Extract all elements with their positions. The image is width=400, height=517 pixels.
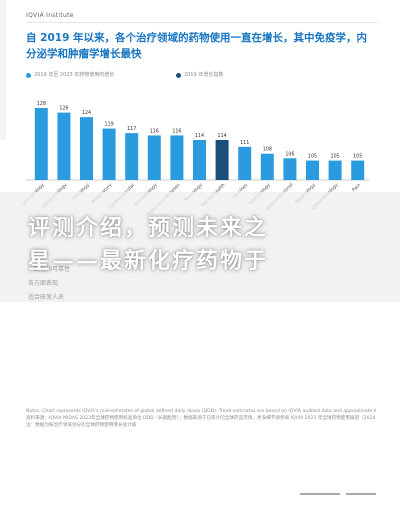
legend-swatch-index — [176, 73, 181, 78]
footnote: Notes: Chart represents IQVIA's mid-esti… — [26, 408, 376, 429]
footnote-line: 注：数据为按治疗领域划分的全球药物使用增长估计值 — [26, 423, 137, 428]
legend-label-index: 2019 年增长指数 — [184, 72, 224, 78]
bar-mental-health — [215, 140, 229, 180]
faded-note: 各方面表现 — [28, 280, 59, 287]
bar-value-label: 106 — [285, 151, 294, 157]
overlay-headline: 评测介绍，预测未来之 星——最新化疗药物于 — [28, 212, 388, 278]
bar-value-label: 111 — [240, 140, 249, 146]
faded-note: 适合研发人员 — [28, 294, 65, 301]
bar-value-label: 108 — [263, 147, 272, 153]
bar-cardiovascular — [125, 133, 139, 180]
bar-value-label: 119 — [105, 122, 114, 128]
chart-title: 自 2019 年以来，各个治疗领域的药物使用一直在增长，其中免疫学，内分泌学和肿… — [26, 32, 368, 60]
overlay-line-1: 评测介绍，预测未来之 — [28, 216, 269, 241]
bar-value-label: 116 — [150, 128, 159, 134]
bar-value-label: 114 — [218, 133, 227, 139]
bar-value-label: 117 — [127, 126, 136, 132]
bar-vaccines — [238, 146, 252, 180]
chart-legend: 2019 年至 2023 年药物使用的增长 2019 年增长指数 — [26, 71, 376, 81]
footer-mark — [300, 490, 376, 498]
bar-hematology — [260, 153, 274, 180]
category-tick-label: Pain — [351, 182, 362, 193]
bar-immunology — [34, 108, 48, 180]
bar-value-label: 114 — [195, 133, 204, 139]
bar-value-label: 124 — [82, 110, 91, 116]
bar-ophthalmology — [328, 160, 342, 180]
bar-value-label: 105 — [308, 154, 317, 160]
overlay-band: 一致性和可靠性 各方面表现 适合研发人员 — [0, 192, 400, 302]
legend-label-growth: 2019 年至 2023 年药物使用的增长 — [34, 72, 115, 78]
bar-endocrinology — [57, 112, 71, 180]
bar-value-label: 128 — [37, 101, 46, 107]
bar-respiratory — [102, 128, 116, 180]
page-edge-shade — [0, 0, 6, 140]
overlay-line-2: 星——最新化疗药物于 — [28, 249, 269, 274]
bar-oncology — [80, 117, 93, 180]
footnote-line: Notes: Chart represents IQVIA's mid-esti… — [26, 409, 376, 414]
bar-neurology — [193, 140, 206, 180]
legend-swatch-growth — [26, 73, 31, 78]
bar-pain — [351, 160, 365, 180]
bar-dermatology — [147, 135, 161, 180]
header-label: IQVIA Institute — [26, 12, 74, 19]
bar-value-label: 105 — [331, 154, 340, 160]
header-divider — [26, 22, 378, 23]
bar-value-label: 105 — [353, 154, 362, 160]
bar-infectious-diseases — [170, 135, 184, 180]
bar-value-label: 126 — [59, 106, 68, 112]
footnote-line: 资料来源：IQVIA MIDAS 2023年全球药物使用标准单位 DDD（长期趋… — [26, 416, 376, 421]
bar-value-label: 116 — [172, 128, 181, 134]
bar-gastrointestinal — [283, 158, 297, 180]
bar-nephrology — [306, 160, 319, 180]
faded-note: 一致性和可靠性 — [28, 266, 71, 273]
